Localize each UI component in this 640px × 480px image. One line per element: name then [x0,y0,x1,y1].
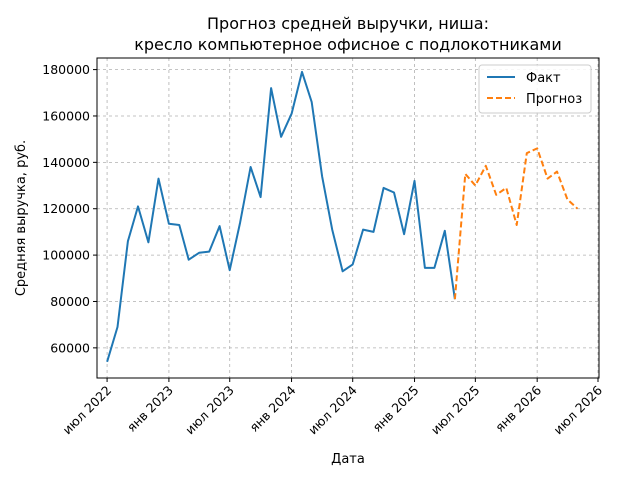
y-tick-label: 120000 [42,201,90,216]
y-tick-label: 100000 [42,248,90,263]
legend-forecast-label: Прогноз [526,92,582,107]
x-tick-label: янв 2025 [369,383,421,435]
x-axis-label: Дата [331,452,365,467]
grid [97,58,599,378]
y-tick-label: 140000 [42,155,90,170]
plot-frame [96,57,600,379]
legend: Факт Прогноз [478,64,592,114]
x-tick-label: июл 2023 [182,383,237,438]
forecast-series-line [453,147,579,300]
y-tick-label: 60000 [50,340,90,355]
y-tick-label: 160000 [42,108,90,123]
x-tick-label: июл 2025 [428,383,483,438]
fact-series-line [106,70,456,363]
y-tick-label: 180000 [42,62,90,77]
chart-subtitle: кресло компьютерное офисное с подлокотни… [134,35,562,54]
x-tick-label: янв 2026 [492,382,544,434]
y-axis-label: Средняя выручка, руб. [14,140,29,296]
x-tick-label: июл 2026 [550,382,605,437]
x-tick-label: июл 2024 [305,382,360,437]
x-tick-label: янв 2023 [124,383,176,435]
y-tick-label: 80000 [50,294,90,309]
x-tick-label: июл 2022 [59,383,114,438]
legend-fact-label: Факт [526,71,561,86]
x-tick-label: янв 2024 [246,382,298,434]
chart-title: Прогноз средней выручки, ниша: [207,14,489,33]
series-layer [106,70,579,363]
